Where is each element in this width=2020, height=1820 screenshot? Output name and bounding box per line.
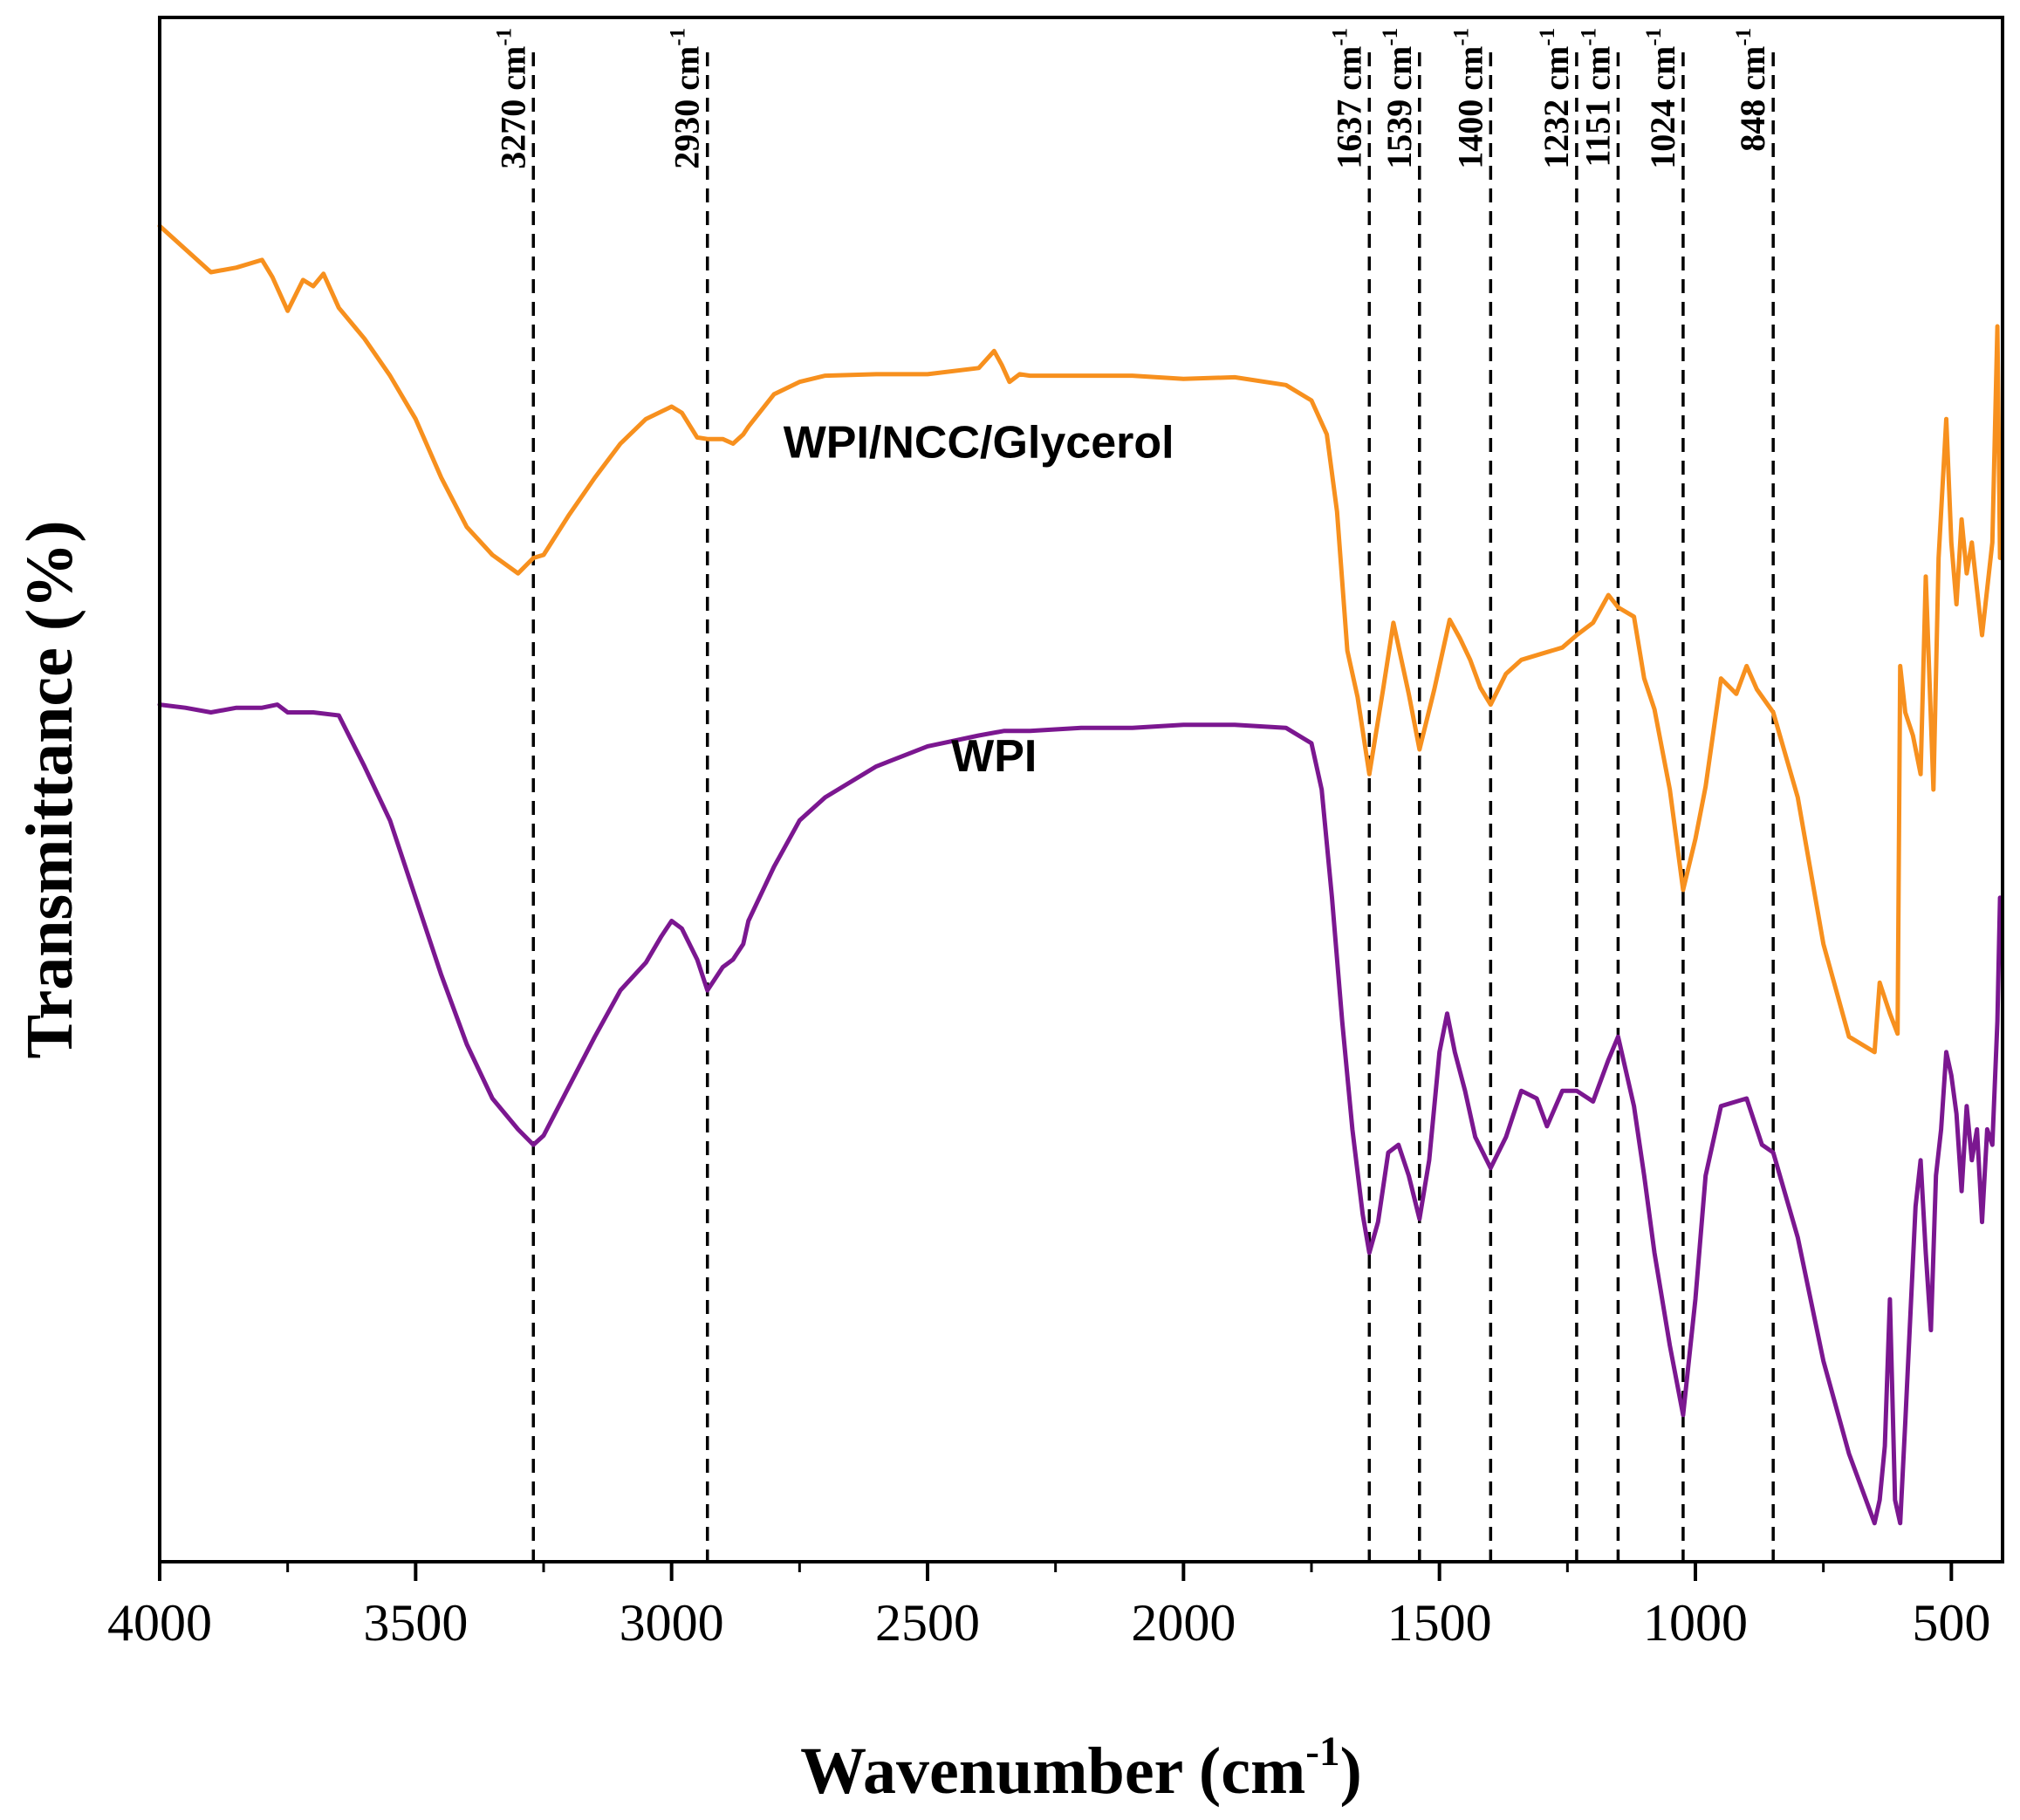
annotation-label-text: 1400 cm (1450, 46, 1489, 169)
annotation-label: 1151 cm-1 (1577, 28, 1617, 168)
series-label: WPI/NCC/Glycerol (784, 417, 1174, 468)
x-axis-title-sup: -1 (1305, 1729, 1339, 1775)
annotation-label-sup: -1 (1536, 28, 1559, 46)
x-axis-title-tail: ) (1340, 1734, 1362, 1808)
annotation-lines (531, 52, 1775, 1562)
annotation-label: 1024 cm-1 (1642, 28, 1682, 169)
series-line-wpi (157, 702, 2003, 1526)
annotation-label-sup: -1 (1577, 28, 1600, 46)
annotation-label: 1232 cm-1 (1536, 28, 1576, 169)
series-label: WPI (951, 731, 1037, 782)
annotation-label-sup: -1 (1732, 28, 1756, 46)
annotation-label-sup: -1 (1328, 28, 1352, 46)
x-tick-label: 500 (1912, 1594, 1990, 1652)
annotation-label: 848 cm-1 (1732, 28, 1772, 152)
y-axis-title: Transmittance (%) (13, 520, 86, 1058)
annotation-label-sup: -1 (1379, 28, 1402, 46)
annotation-label-text: 3270 cm (493, 46, 532, 169)
x-tick-label: 4000 (107, 1594, 212, 1652)
plot-frame (158, 16, 2004, 1563)
annotation-label: 1400 cm-1 (1449, 28, 1489, 169)
annotation-label: 1539 cm-1 (1379, 28, 1419, 169)
x-axis-title-main: Wavenumber (cm (800, 1734, 1305, 1808)
annotation-label-text: 1539 cm (1380, 46, 1419, 169)
x-tick-label: 2000 (1131, 1594, 1236, 1652)
annotation-label-sup: -1 (667, 28, 690, 46)
x-tick-label: 3500 (363, 1594, 468, 1652)
series-layer (157, 223, 2003, 1526)
x-axis-ticks: 4000 3500 3000 2500 2000 1500 1000 500 (107, 1562, 1990, 1652)
annotation-label-sup: -1 (492, 28, 516, 46)
series-labels: WPI/NCC/Glycerol WPI (784, 417, 1174, 781)
annotation-label-sup: -1 (1449, 28, 1473, 46)
annotation-label: 1637 cm-1 (1328, 28, 1368, 169)
x-tick-label: 1000 (1643, 1594, 1748, 1652)
annotation-label-text: 1024 cm (1643, 46, 1682, 169)
annotation-label-text: 1637 cm (1329, 46, 1368, 169)
x-tick-label: 1500 (1387, 1594, 1492, 1652)
annotation-label-text: 848 cm (1733, 46, 1772, 152)
x-axis-title: Wavenumber (cm-1) (800, 1729, 1362, 1808)
series-line-wpi-ncc-glycerol (157, 223, 2003, 1055)
x-tick-label: 3000 (620, 1594, 724, 1652)
x-tick-label: 2500 (875, 1594, 980, 1652)
annotation-label: 2930 cm-1 (667, 28, 707, 169)
annotation-label: 3270 cm-1 (492, 28, 532, 169)
annotation-label-sup: -1 (1642, 28, 1666, 46)
annotation-label-text: 1151 cm (1578, 46, 1617, 168)
annotation-label-text: 2930 cm (668, 46, 707, 169)
annotation-label-text: 1232 cm (1537, 46, 1576, 169)
